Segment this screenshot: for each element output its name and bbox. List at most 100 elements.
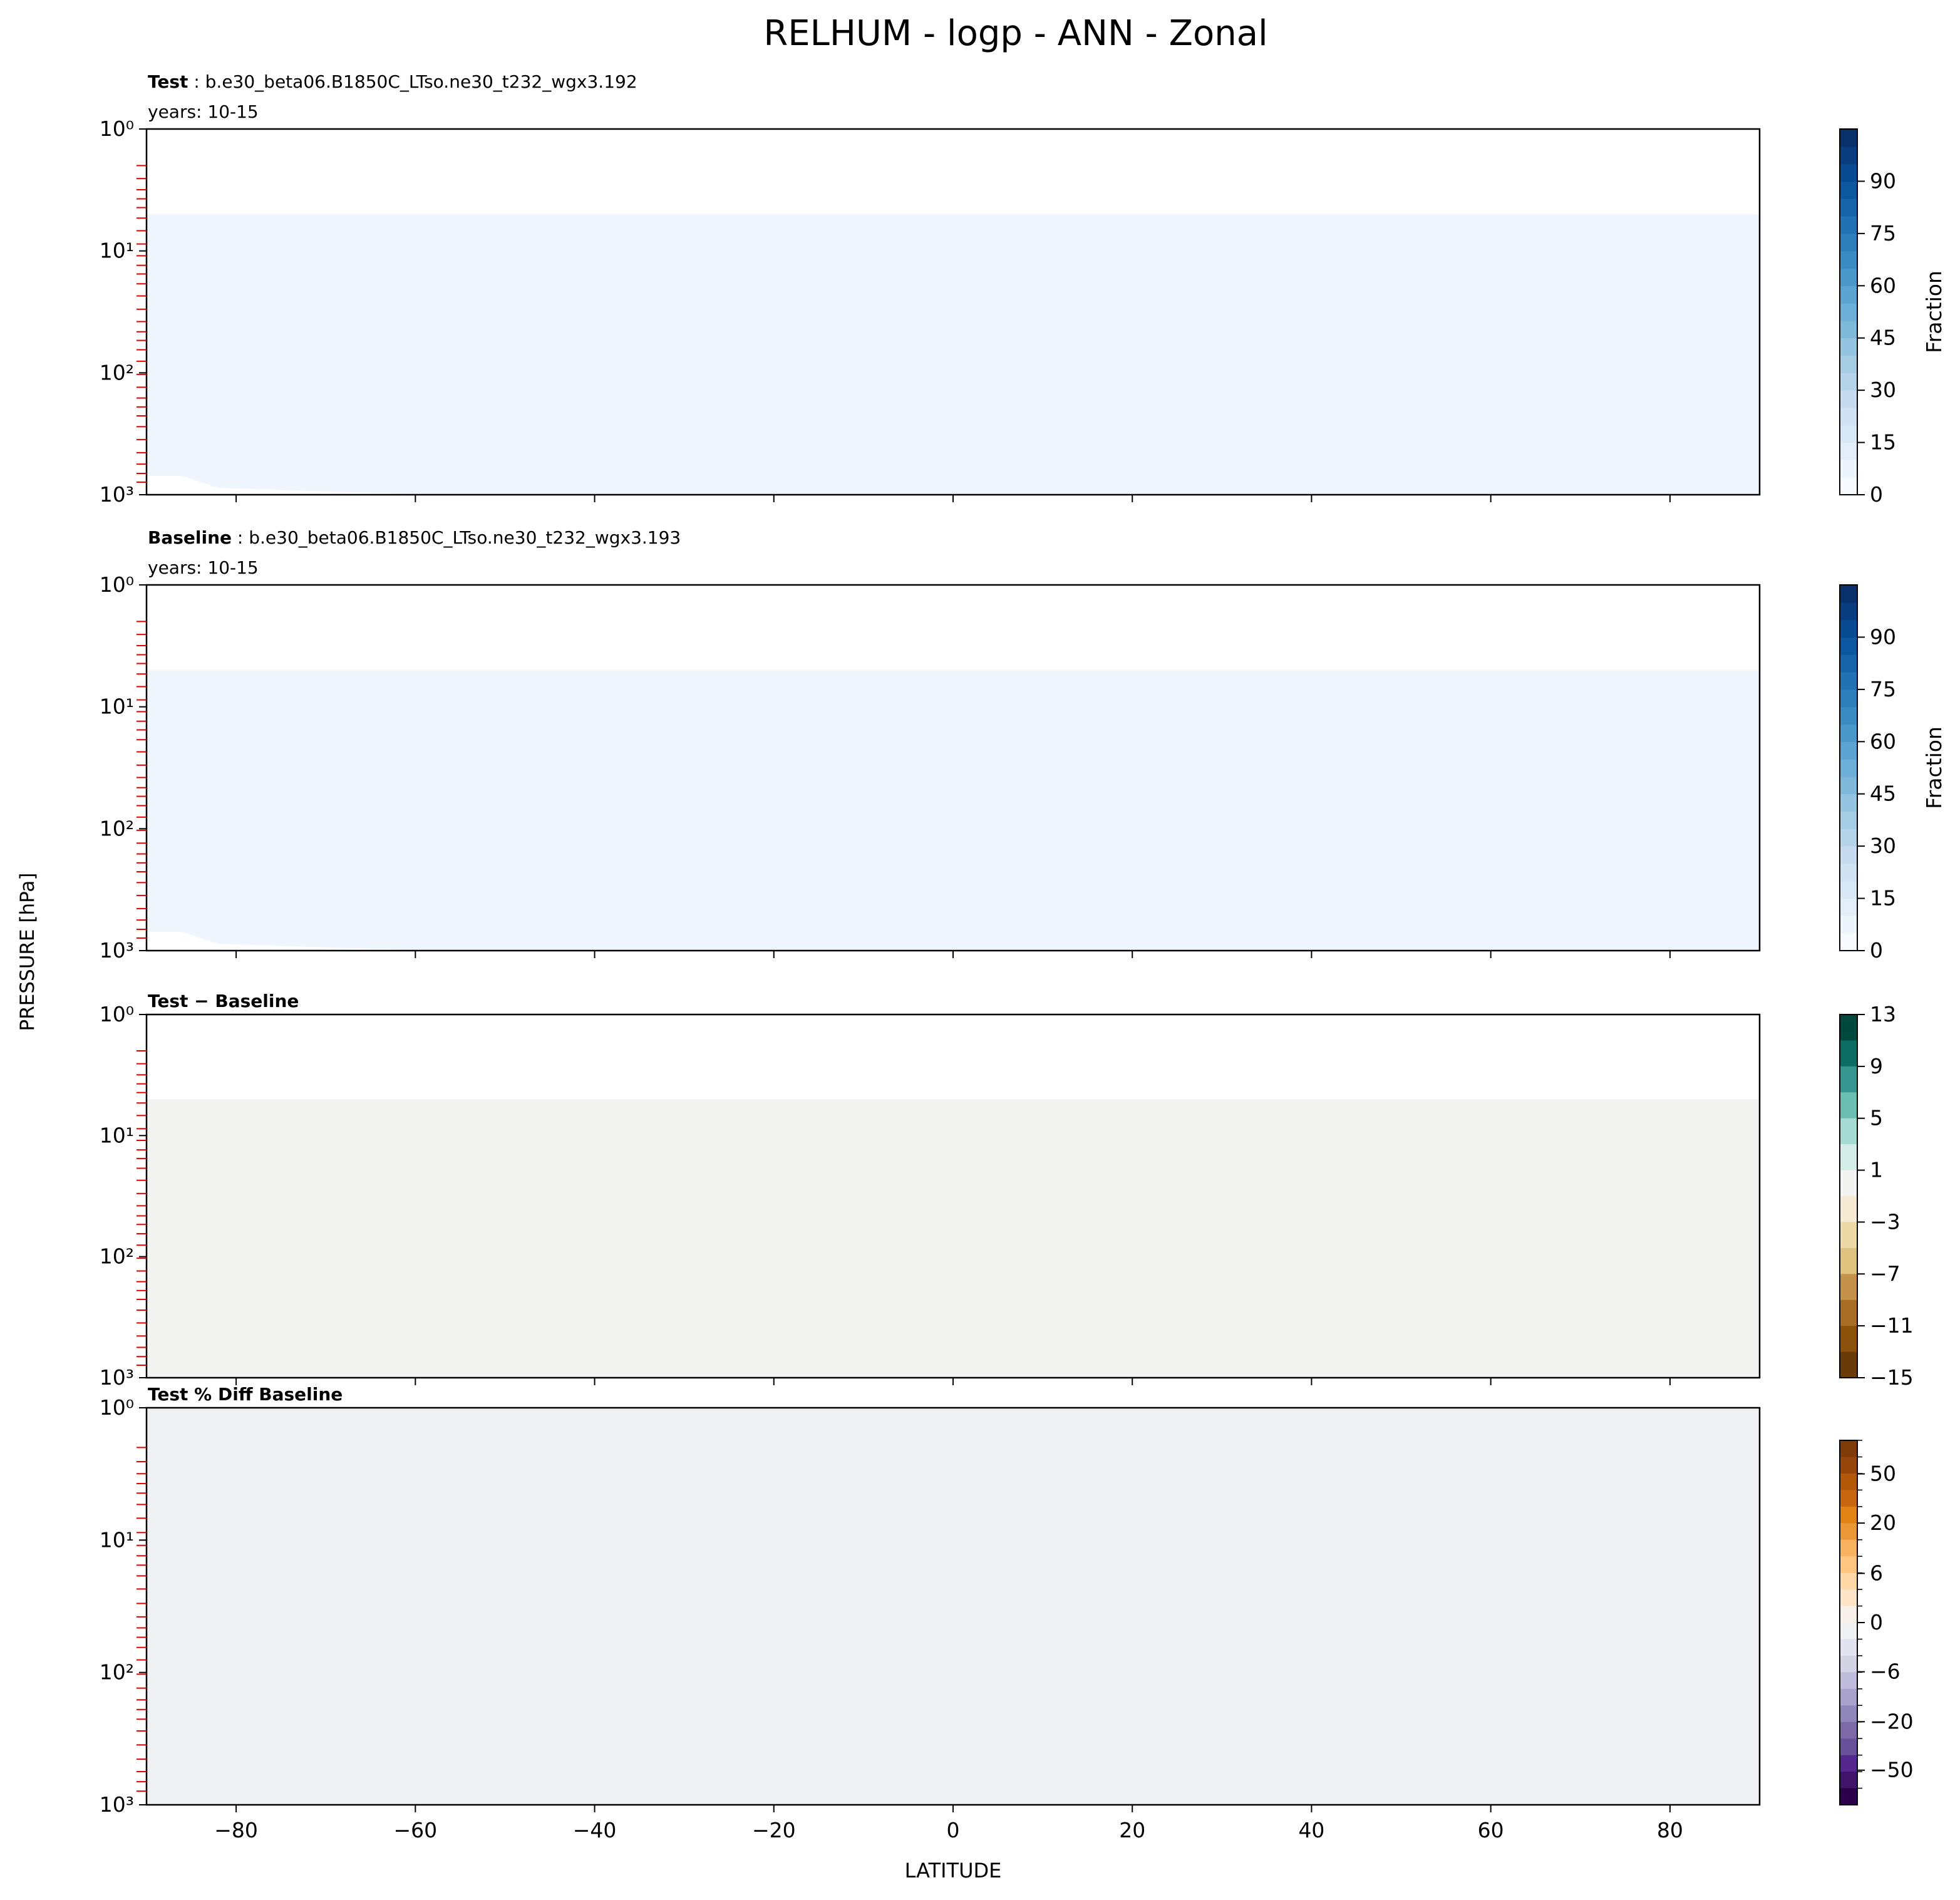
figure-title: RELHUM - logp - ANN - Zonal [763, 13, 1267, 54]
colorbar-band [1840, 355, 1857, 373]
colorbar-band [1840, 793, 1857, 812]
x-tick-label: −60 [394, 1818, 438, 1842]
land-mask [147, 475, 433, 495]
colorbar-band [1840, 724, 1857, 742]
colorbar-band [1840, 1490, 1857, 1507]
colorbar-band [1840, 619, 1857, 638]
colorbar-tick-label: 45 [1870, 326, 1896, 350]
colorbar-tick-label: 60 [1870, 273, 1896, 297]
colorbar-tick-label: −3 [1870, 1209, 1901, 1234]
colorbar-tick-label: −11 [1870, 1313, 1914, 1338]
colorbar-band [1840, 1118, 1857, 1145]
colorbar-band [1840, 286, 1857, 304]
panel-case-name: : b.e30_beta06.B1850C_LTso.ne30_t232_wgx… [188, 71, 637, 92]
colorbar-band [1840, 1196, 1857, 1223]
panel-title-bold: Test % Diff Baseline [148, 1384, 343, 1405]
colorbar-frame [1839, 128, 1858, 495]
panel-title: Baseline : b.e30_beta06.B1850C_LTso.ne30… [148, 527, 681, 548]
colorbar-band [1840, 460, 1857, 478]
colorbar-band [1840, 268, 1857, 286]
y-tick-label: 10³ [100, 482, 134, 507]
y-tick-label: 10³ [100, 1365, 134, 1390]
colorbar-band [1840, 1722, 1857, 1739]
colorbar-band [1840, 1015, 1857, 1041]
colorbar-band [1840, 846, 1857, 864]
colorbar-band [1840, 338, 1857, 356]
panel-years: years: 10-15 [148, 101, 259, 122]
colorbar-band [1840, 477, 1857, 495]
colorbar-band [1840, 1066, 1857, 1093]
panel-3: 10⁰ 10¹ 10² 10³ Test − Baseline 13 9 5 1 −3 −7 −11 −… [100, 991, 1914, 1390]
contour-region [147, 1099, 1760, 1378]
colorbar-band [1840, 1523, 1857, 1541]
colorbar-band [1840, 407, 1857, 426]
colorbar-tick-label: 15 [1870, 430, 1896, 455]
contour-region [147, 670, 1760, 951]
colorbar-tick-label: 30 [1870, 834, 1896, 858]
colorbar-band [1840, 163, 1857, 182]
x-tick-label: 20 [1119, 1818, 1145, 1842]
panel-title-bold: Test [148, 71, 188, 92]
panel-1: 10⁰ 10¹ 10² 10³ Test : b.e30_beta06.B1850C_L… [100, 71, 1946, 507]
colorbar-band [1840, 1222, 1857, 1249]
colorbar-band [1840, 1092, 1857, 1119]
colorbar-tick-label: −50 [1870, 1758, 1914, 1782]
colorbar-band [1840, 1144, 1857, 1171]
colorbar-label: Fraction [1922, 271, 1946, 353]
colorbar-tick-label: 1 [1870, 1158, 1883, 1182]
y-tick-label: 10¹ [100, 1527, 134, 1552]
colorbar-tick-label: 75 [1870, 677, 1896, 701]
colorbar-band [1840, 1672, 1857, 1690]
colorbar-label: Fraction [1922, 726, 1946, 809]
x-tick-label: 40 [1298, 1818, 1324, 1842]
colorbar-band [1840, 1788, 1857, 1805]
panel-title-bold: Baseline [148, 527, 232, 548]
colorbar-band [1840, 741, 1857, 760]
colorbar-tick-label: 0 [1870, 1610, 1883, 1634]
colorbar-band [1840, 1473, 1857, 1490]
y-tick-label: 10¹ [100, 239, 134, 263]
colorbar-tick-label: 15 [1870, 886, 1896, 911]
panel-title: Test − Baseline [148, 991, 299, 1011]
x-tick-label: −40 [573, 1818, 617, 1842]
x-tick-label: 0 [947, 1818, 960, 1842]
contour-field [147, 214, 1760, 495]
panel-years: years: 10-15 [148, 557, 259, 578]
colorbar-band [1840, 1572, 1857, 1590]
colorbar-tick-label: 90 [1870, 168, 1896, 193]
colorbar: 0 15 30 45 60 75 90 Fraction [1839, 584, 1946, 963]
colorbar-band [1840, 1274, 1857, 1301]
colorbar: 50 20 6 0 −6 −20 −50 [1839, 1440, 1914, 1805]
colorbar-tick-label: 13 [1870, 1002, 1896, 1026]
colorbar-tick-label: 0 [1870, 482, 1883, 507]
colorbar-frame [1839, 1440, 1858, 1805]
colorbar-tick-label: 0 [1870, 938, 1883, 963]
contour-field [147, 1408, 1760, 1805]
panel-2: 10⁰ 10¹ 10² 10³ Baseline : b.e30_beta06.B185… [100, 527, 1946, 963]
colorbar-frame [1839, 1014, 1858, 1378]
colorbar-band [1840, 1351, 1857, 1378]
colorbar-tick-label: 90 [1870, 624, 1896, 649]
colorbar-band [1840, 776, 1857, 795]
colorbar-band [1840, 1755, 1857, 1772]
colorbar-band [1840, 654, 1857, 673]
colorbar-band [1840, 1639, 1857, 1656]
y-tick-label: 10² [100, 360, 134, 385]
colorbar-band [1840, 1688, 1857, 1706]
y-tick-label: 10¹ [100, 694, 134, 719]
contour-region [147, 214, 1760, 495]
colorbar-tick-label: 50 [1870, 1462, 1896, 1486]
y-tick-label: 10² [100, 1660, 134, 1685]
colorbar-frame [1839, 584, 1858, 951]
colorbar-band [1840, 585, 1857, 603]
colorbar-band [1840, 1040, 1857, 1067]
colorbar-band [1840, 1556, 1857, 1574]
y-tick-label: 10⁰ [100, 1395, 134, 1420]
y-tick-label: 10³ [100, 1792, 134, 1817]
colorbar-tick-label: 20 [1870, 1510, 1896, 1535]
colorbar-band [1840, 602, 1857, 621]
y-tick-label: 10³ [100, 938, 134, 963]
colorbar-band [1840, 425, 1857, 443]
colorbar-band [1840, 863, 1857, 882]
